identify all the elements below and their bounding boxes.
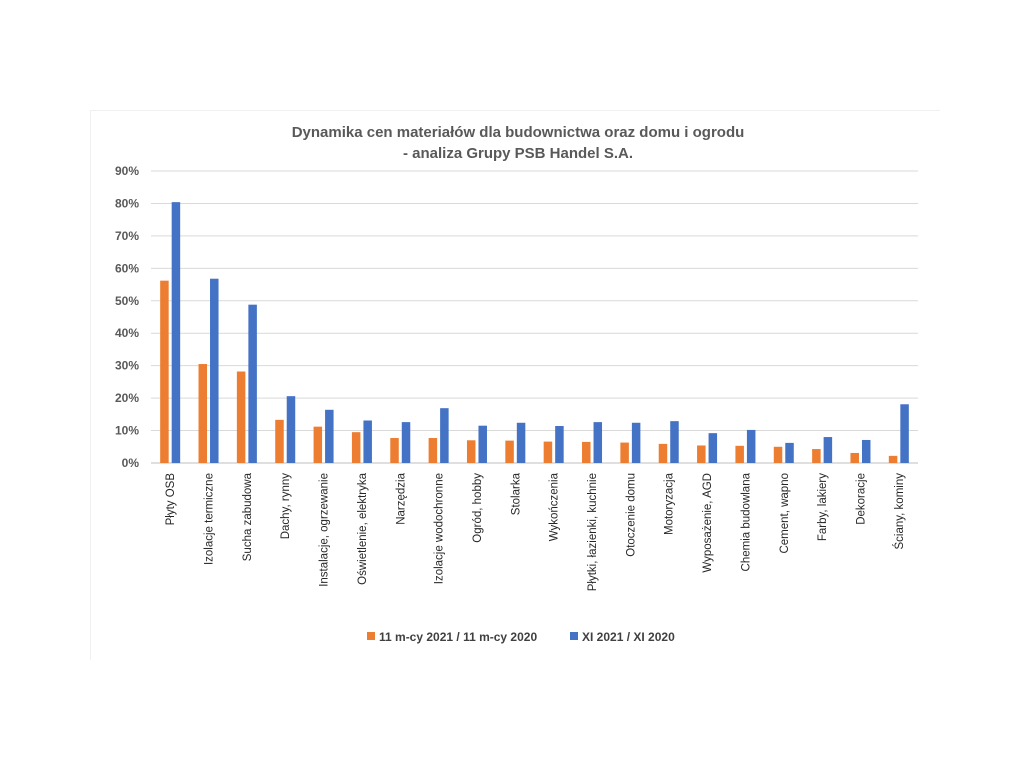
bar-series-1 xyxy=(658,443,668,463)
bar-series-1 xyxy=(850,452,859,463)
category-label: Ogród, hobby xyxy=(472,473,484,543)
category-label: Wykończenia xyxy=(549,472,561,541)
bar-series-1 xyxy=(198,364,208,463)
category-label: Oświetlenie, elektryka xyxy=(357,472,369,584)
bar-series-2 xyxy=(516,422,526,463)
gridlines xyxy=(151,170,918,464)
category-label: Cement, wapno xyxy=(779,473,791,554)
bar-series-2 xyxy=(363,420,372,463)
bar-series-1 xyxy=(313,426,323,463)
bar-series-1 xyxy=(697,445,706,463)
category-label: Płyty OSB xyxy=(165,473,177,526)
bar-series-1 xyxy=(888,455,898,463)
category-label: Dachy, rynny xyxy=(280,473,292,540)
bar-series-1 xyxy=(390,438,399,463)
bar-series-2 xyxy=(900,404,909,463)
bar-series-2 xyxy=(248,304,257,463)
bar-series-2 xyxy=(631,422,641,463)
category-label: Dekoracje xyxy=(855,473,867,525)
bar-series-1 xyxy=(812,449,821,463)
chart-frame: Dynamika cen materiałów dla budownictwa … xyxy=(90,110,940,660)
bar-series-1 xyxy=(160,280,169,463)
bars xyxy=(160,202,909,463)
y-tick-label: 70% xyxy=(115,229,139,243)
chart-title-line-1: Dynamika cen materiałów dla budownictwa … xyxy=(292,124,745,141)
bar-series-1 xyxy=(620,442,629,463)
category-label: Instalacje, ogrzewanie xyxy=(319,473,331,587)
bar-series-2 xyxy=(401,422,411,463)
bar-series-1 xyxy=(466,440,476,463)
legend-label-series-1: 11 m-cy 2021 / 11 m-cy 2020 xyxy=(379,630,537,644)
bar-series-2 xyxy=(708,433,718,463)
y-tick-label: 10% xyxy=(115,424,139,438)
y-tick-label: 20% xyxy=(115,391,139,405)
category-label: Sucha zabudowa xyxy=(242,472,254,561)
bar-series-1 xyxy=(236,371,246,463)
bar-series-2 xyxy=(785,442,794,463)
category-label: Wyposażenie, AGD xyxy=(702,473,714,573)
y-tick-label: 0% xyxy=(122,456,140,470)
bar-series-2 xyxy=(171,202,181,463)
category-label: Ściany, kominy xyxy=(893,473,906,550)
bar-series-1 xyxy=(428,438,438,463)
category-label: Otoczenie domu xyxy=(625,473,637,557)
category-label: Chemia budowlana xyxy=(740,472,752,571)
y-tick-label: 90% xyxy=(115,164,139,178)
bar-series-1 xyxy=(582,441,591,463)
legend-label-series-2: XI 2021 / XI 2020 xyxy=(582,630,675,644)
bar-series-2 xyxy=(555,426,564,463)
bar-series-2 xyxy=(210,278,219,463)
legend-swatch-series-2 xyxy=(570,632,578,640)
chart-title-line-2: - analiza Grupy PSB Handel S.A. xyxy=(403,145,633,162)
category-label: Stolarka xyxy=(510,472,522,515)
bar-series-1 xyxy=(773,446,783,463)
bar-series-2 xyxy=(861,439,871,463)
bar-series-2 xyxy=(478,425,487,463)
category-label: Płytki, łazienki, kuchnie xyxy=(587,473,599,591)
bar-series-2 xyxy=(823,437,833,463)
legend-swatch-series-1 xyxy=(367,632,375,640)
bar-series-2 xyxy=(286,396,296,463)
category-label: Narzędzia xyxy=(395,472,407,524)
y-tick-label: 80% xyxy=(115,196,139,210)
bar-series-2 xyxy=(670,421,679,463)
legend: 11 m-cy 2021 / 11 m-cy 2020 XI 2021 / XI… xyxy=(367,630,675,644)
bar-series-1 xyxy=(543,441,553,463)
x-axis-labels: Płyty OSB Izolacje termiczne Sucha zabudow… xyxy=(165,472,906,591)
category-label: Izolacje termiczne xyxy=(204,473,216,565)
bar-series-1 xyxy=(275,419,284,463)
y-tick-label: 60% xyxy=(115,261,139,275)
bar-series-2 xyxy=(593,422,603,463)
bar-series-1 xyxy=(505,440,514,463)
bar-series-1 xyxy=(735,445,744,463)
y-tick-label: 50% xyxy=(115,294,139,308)
category-label: Motoryzacja xyxy=(664,472,676,535)
bar-series-1 xyxy=(351,432,361,463)
y-axis-ticks: 0% 10% 20% 30% 40% 50% 60% 70% 80% 90% xyxy=(115,164,139,470)
category-label: Izolacje wodochronne xyxy=(434,473,446,584)
category-label: Farby, lakiery xyxy=(817,473,829,541)
bar-series-2 xyxy=(440,408,449,463)
y-tick-label: 40% xyxy=(115,326,139,340)
bar-series-2 xyxy=(325,409,334,463)
bar-series-2 xyxy=(746,429,756,463)
chart: Dynamika cen materiałów dla budownictwa … xyxy=(115,124,918,644)
y-tick-label: 30% xyxy=(115,359,139,373)
